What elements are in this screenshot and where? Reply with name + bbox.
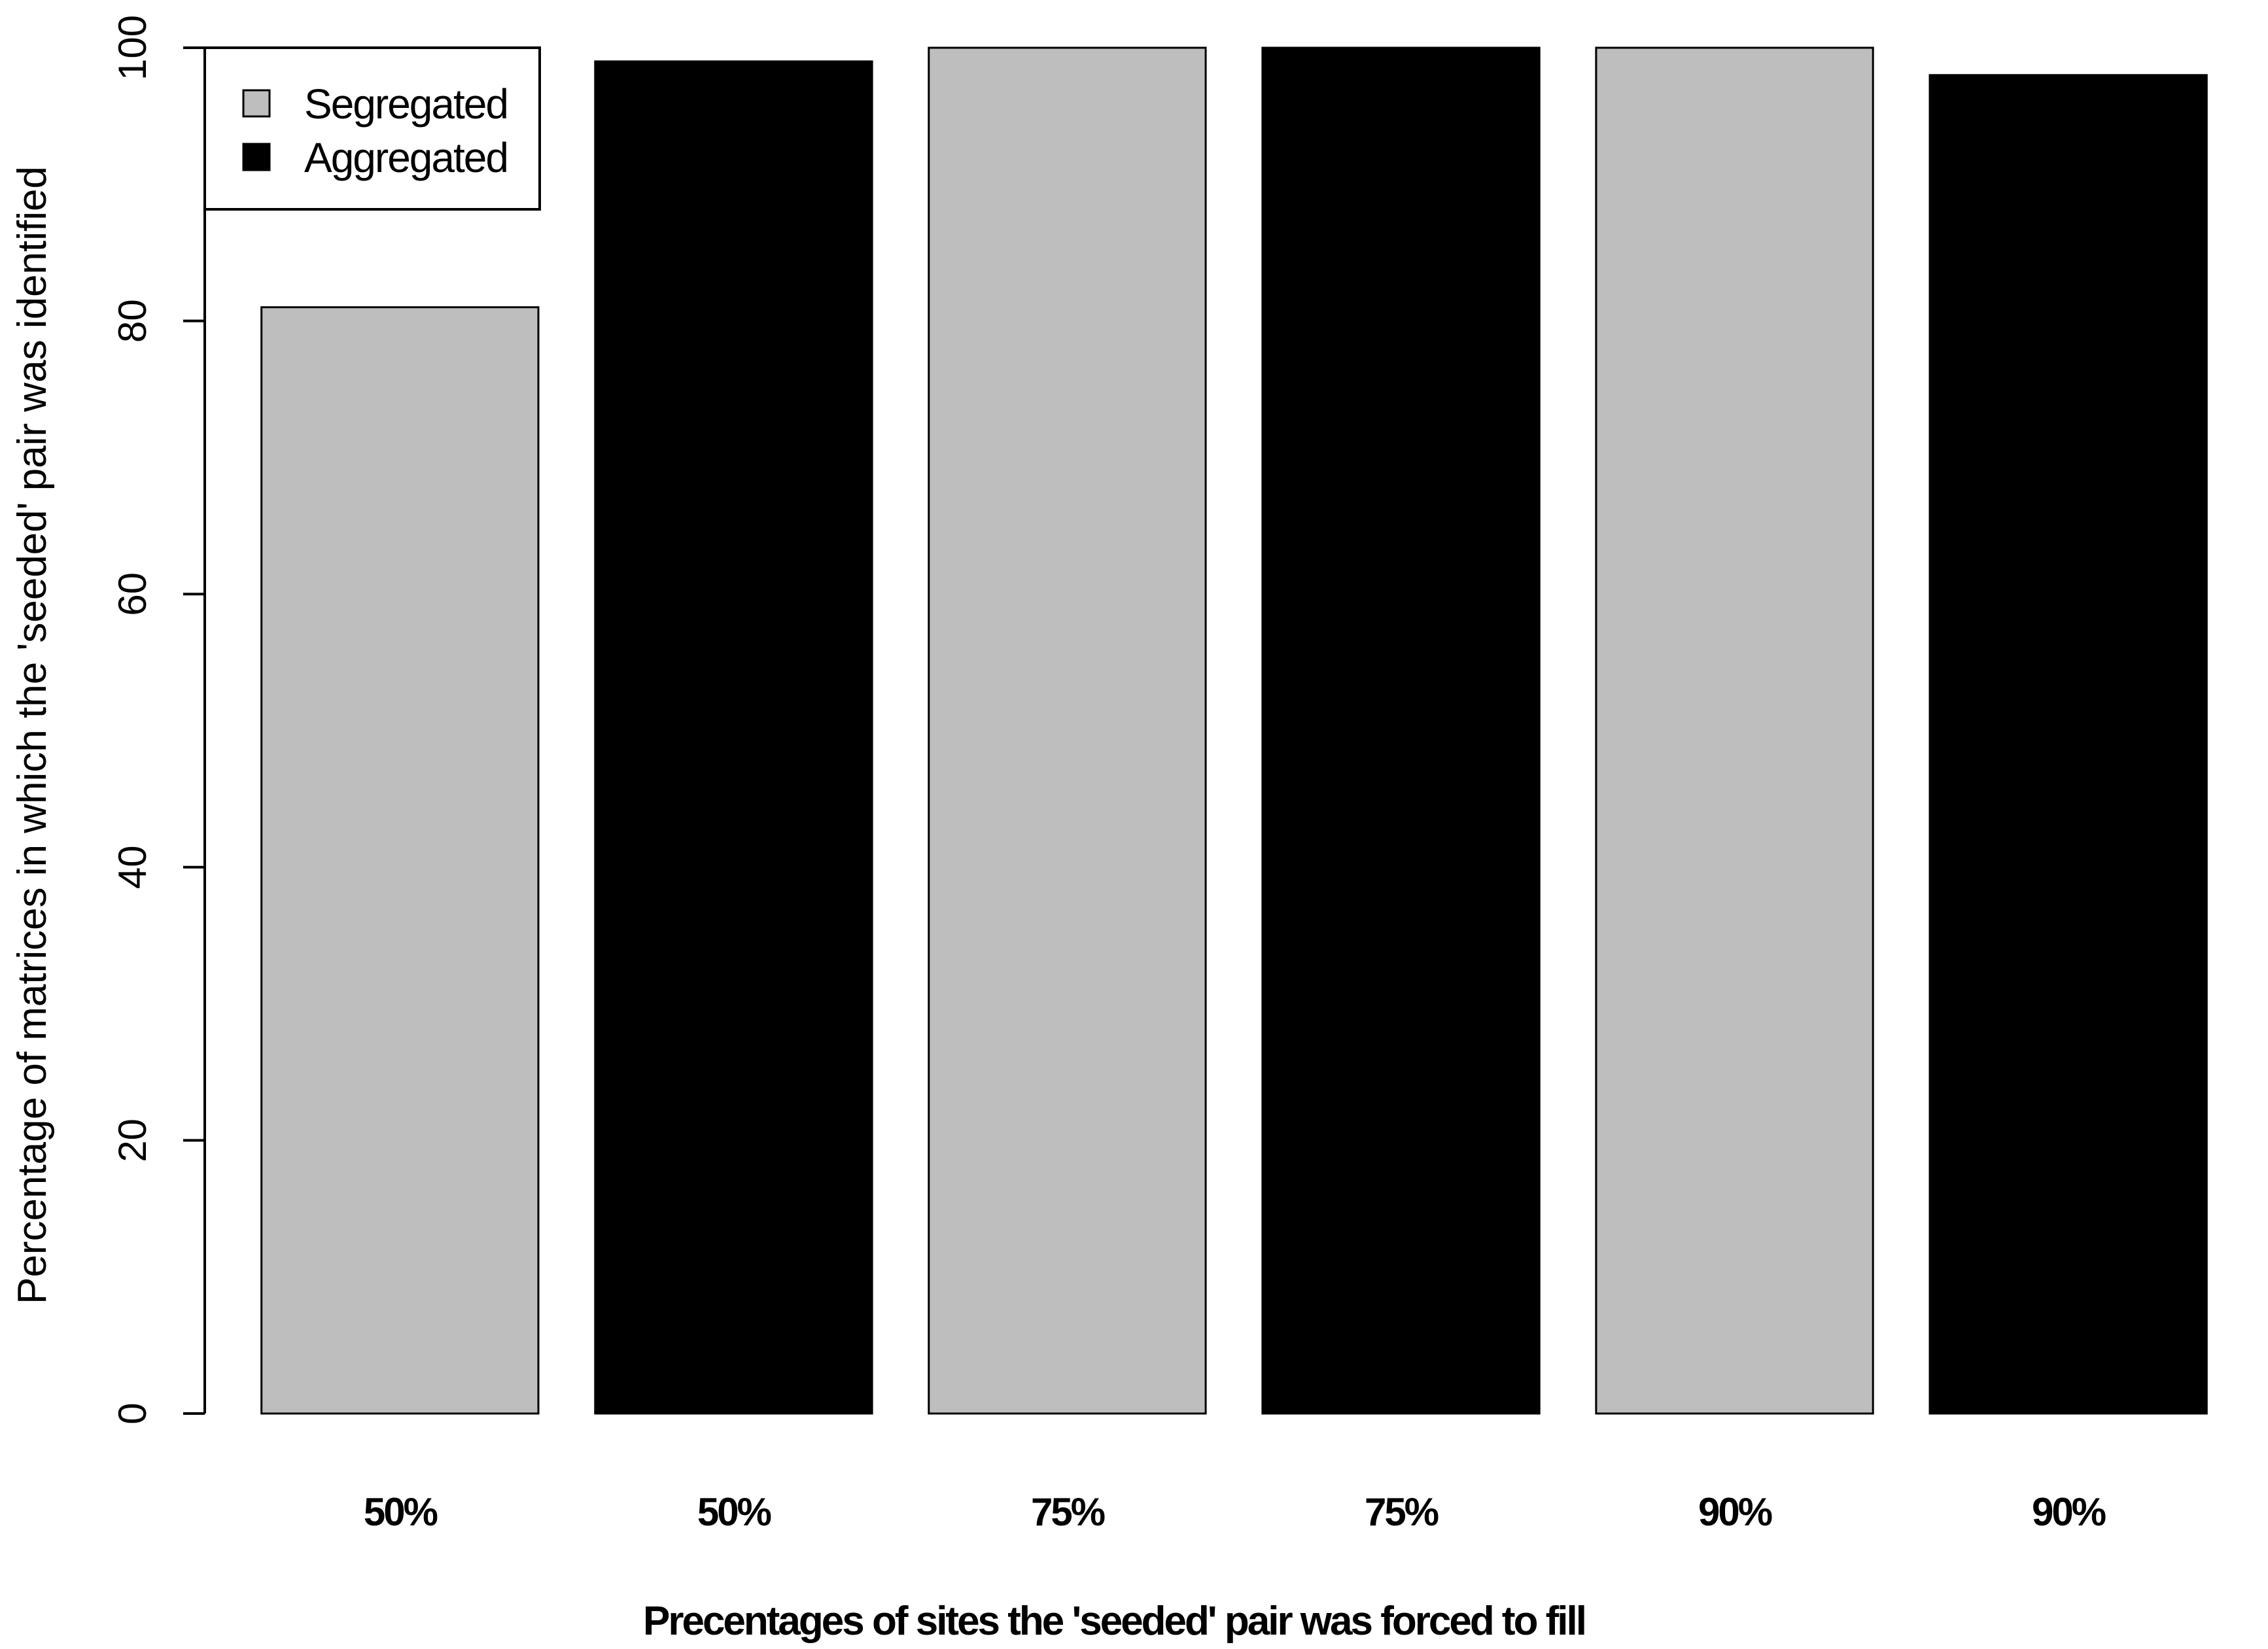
x-tick-label-2: 50% xyxy=(697,1490,771,1534)
y-tick-label-60: 60 xyxy=(111,572,154,616)
legend-swatch-segregated xyxy=(242,89,271,118)
x-axis-title: Precentages of sites the 'seeded' pair w… xyxy=(643,1599,1585,1644)
legend: Segregated Aggregated xyxy=(203,46,541,211)
y-tick-label-80: 80 xyxy=(111,299,154,343)
y-tick-label-20: 20 xyxy=(111,1119,154,1162)
bar-segregated-3 xyxy=(928,46,1207,1415)
y-tick-label-0: 0 xyxy=(111,1402,154,1424)
x-tick-labels: 50% 50% 75% 75% 90% 90% xyxy=(364,1490,2108,1534)
legend-box xyxy=(203,46,541,211)
x-tick-label-5: 90% xyxy=(1698,1490,1772,1534)
y-tick-label-40: 40 xyxy=(111,845,154,889)
bar-aggregated-6 xyxy=(1928,74,2208,1415)
y-axis: 0 20 40 60 80 100 xyxy=(111,15,206,1425)
bar-aggregated-2 xyxy=(594,60,873,1415)
bar-aggregated-4 xyxy=(1261,46,1541,1415)
x-tick-label-1: 50% xyxy=(364,1490,438,1534)
x-tick-label-6: 90% xyxy=(2032,1490,2106,1534)
legend-label-segregated: Segregated xyxy=(304,80,508,128)
x-tick-label-4: 75% xyxy=(1365,1490,1439,1534)
bar-segregated-5 xyxy=(1595,46,1874,1415)
y-axis-title: Percentage of matrices in which the 'see… xyxy=(10,166,55,1304)
y-tick-label-100: 100 xyxy=(111,15,154,80)
legend-label-aggregated: Aggregated xyxy=(304,134,508,181)
legend-swatch-aggregated xyxy=(242,143,271,171)
x-tick-label-3: 75% xyxy=(1031,1490,1105,1534)
bars-layer xyxy=(260,46,2208,1415)
bar-segregated-1 xyxy=(260,306,540,1415)
